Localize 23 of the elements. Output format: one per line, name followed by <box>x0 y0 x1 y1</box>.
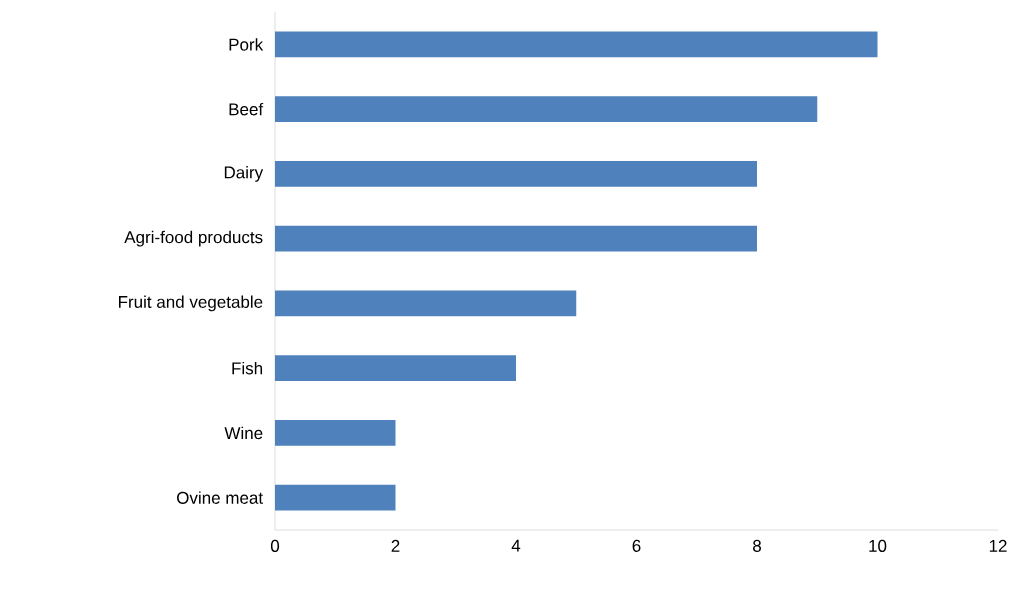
y-tick-label: Agri-food products <box>124 230 263 247</box>
x-tick-label: 12 <box>989 539 1007 552</box>
bar <box>275 484 396 511</box>
x-tick-label: 8 <box>753 539 761 552</box>
x-tick-label: 6 <box>632 539 641 552</box>
y-tick-label: Fish <box>232 361 263 375</box>
bar <box>275 31 878 58</box>
y-tick-label: Beef <box>229 102 264 116</box>
y-tick-label: Ovine meat <box>177 491 263 504</box>
y-tick-label: Fruit and vegetable <box>119 295 263 312</box>
y-tick-label: Pork <box>229 38 264 51</box>
y-tick-label: Dairy <box>224 165 264 182</box>
x-tick-label: 2 <box>391 539 400 552</box>
x-tick-label: 0 <box>270 539 280 552</box>
bar <box>275 160 758 187</box>
bar <box>275 419 396 446</box>
bar <box>275 290 577 317</box>
bar <box>275 225 758 252</box>
x-tick-label: 10 <box>869 539 887 552</box>
x-tick-label: 4 <box>511 539 521 552</box>
y-tick-label: Wine <box>224 426 263 440</box>
bar <box>275 355 517 382</box>
bar <box>275 96 818 123</box>
